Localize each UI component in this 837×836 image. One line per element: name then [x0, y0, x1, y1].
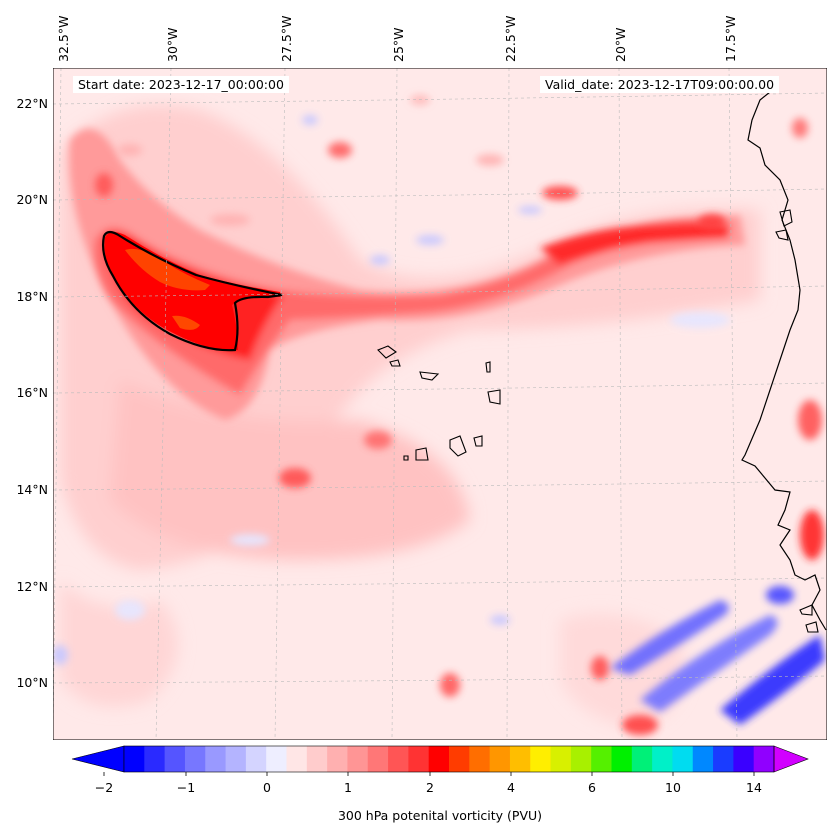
colorbar-swatch — [753, 746, 775, 772]
cbar-tick-6: 6 — [588, 780, 596, 795]
graticule — [53, 68, 827, 740]
lon-label-32-5w: 32.5°W — [56, 15, 71, 62]
lat-label-22n: 22°N — [16, 96, 48, 111]
start-date-label: Start date: 2023-12-17_00:00:00 — [73, 76, 289, 93]
map-panel — [53, 68, 827, 740]
pv-contour — [101, 230, 283, 352]
pv-negative-areas — [53, 115, 825, 725]
colorbar-swatch — [286, 746, 308, 772]
colorbar-swatch — [509, 746, 531, 772]
colorbar-swatch — [550, 746, 572, 772]
colorbar-arrow-right — [773, 745, 809, 773]
lat-label-12n: 12°N — [16, 579, 48, 594]
colorbar-swatch — [449, 746, 470, 772]
cbar-tick-0: 0 — [263, 780, 271, 795]
lon-label-22-5w: 22.5°W — [503, 15, 518, 62]
colorbar-swatch — [347, 746, 369, 772]
colorbar-swatch — [611, 746, 633, 772]
colorbar-swatch — [144, 746, 166, 772]
colorbar-swatch — [408, 746, 430, 772]
colorbar-swatch — [631, 746, 653, 772]
colorbar-swatch — [124, 746, 145, 772]
colorbar-swatch — [530, 746, 552, 772]
valid-date-label: Valid_date: 2023-12-17T09:00:00.00 — [540, 76, 780, 93]
colorbar-swatch — [327, 746, 348, 772]
lat-label-14n: 14°N — [16, 482, 48, 497]
lat-label-10n: 10°N — [16, 675, 48, 690]
cbar-tick-14: 14 — [746, 780, 762, 795]
lat-label-18n: 18°N — [16, 289, 48, 304]
cbar-tick-4: 4 — [507, 780, 515, 795]
colorbar-swatch — [306, 746, 328, 772]
cbar-tick-2: 2 — [426, 780, 434, 795]
colorbar-swatch — [266, 746, 287, 772]
colorbar-swatch — [469, 746, 491, 772]
lon-label-17-5w: 17.5°W — [723, 15, 738, 62]
colorbar-swatch — [713, 746, 734, 772]
islands — [377, 209, 819, 633]
colorbar-swatch — [225, 746, 247, 772]
pv-core — [101, 230, 283, 352]
colorbar-arrow-left — [71, 745, 125, 773]
lon-label-20w: 20°W — [613, 27, 628, 62]
colorbar-swatch — [428, 746, 450, 772]
cbar-tick-10: 10 — [665, 780, 681, 795]
lat-label-16n: 16°N — [16, 385, 48, 400]
colorbar-swatch — [205, 746, 227, 772]
colorbar — [71, 745, 809, 776]
pv-speckles — [95, 95, 824, 735]
lon-label-25w: 25°W — [391, 27, 406, 62]
colorbar-swatch — [570, 746, 592, 772]
cbar-tick-1: 1 — [344, 780, 352, 795]
colorbar-swatch — [367, 746, 389, 772]
cbar-tick-neg1: −1 — [176, 780, 196, 795]
colorbar-swatch — [733, 746, 755, 772]
colorbar-label: 300 hPa potenital vorticity (PVU) — [337, 808, 543, 823]
cbar-tick-neg2: −2 — [94, 780, 114, 795]
colorbar-swatch — [692, 746, 714, 772]
colorbar-frame — [123, 745, 775, 773]
colorbar-swatch — [245, 746, 267, 772]
colorbar-swatch — [672, 746, 694, 772]
colorbar-swatch — [184, 746, 206, 772]
colorbar-swatch — [591, 746, 612, 772]
colorbar-swatch — [652, 746, 673, 772]
lon-label-30w: 30°W — [165, 27, 180, 62]
colorbar-swatch — [388, 746, 409, 772]
lon-label-27-5w: 27.5°W — [279, 15, 294, 62]
colorbar-swatch — [489, 746, 511, 772]
lat-label-20n: 20°N — [16, 192, 48, 207]
coastline-africa — [741, 91, 827, 631]
colorbar-swatch — [164, 746, 186, 772]
